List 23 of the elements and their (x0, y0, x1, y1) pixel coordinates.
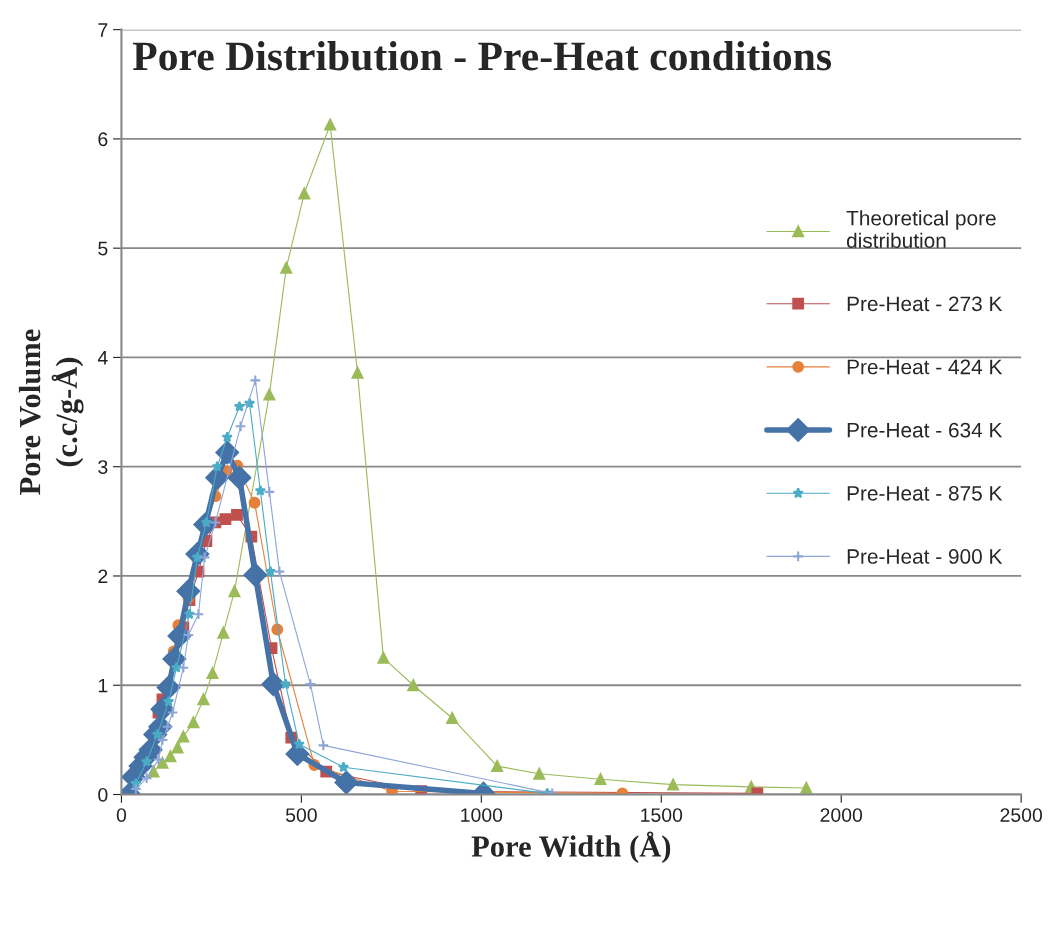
y-tick-label: 0 (98, 787, 108, 802)
legend-label: Pre-Heat - 424 K (847, 359, 1003, 375)
x-axis-title: Pore Width (Å) (471, 831, 671, 864)
y-tick-label: 5 (98, 241, 108, 256)
legend-label: Theoretical pore distribution (846, 210, 996, 249)
x-tick-label: 1500 (641, 808, 683, 822)
legend-label: Pre-Heat - 875 K (847, 485, 1003, 501)
legend-label: Pre-Heat - 900 K (847, 549, 1003, 564)
y-tick-label: 6 (98, 132, 108, 147)
chart-title: Pore Distribution - Pre-Heat conditions (132, 41, 832, 71)
x-tick-label: 1000 (461, 808, 503, 822)
x-tick-label: 0 (116, 808, 127, 822)
x-tick-label: 2000 (820, 808, 863, 822)
legend-label: Pre-Heat - 273 K (847, 296, 1003, 312)
x-tick-label: 500 (285, 808, 317, 822)
y-tick-label: 4 (97, 351, 108, 365)
x-tick-label: 2500 (1000, 808, 1043, 822)
y-tick-label: 3 (98, 460, 108, 474)
y-tick-label: 2 (98, 569, 108, 584)
legend-label: Pre-Heat - 634 K (847, 422, 1003, 438)
y-tick-label: 1 (98, 678, 108, 693)
y-tick-label: 7 (98, 23, 108, 37)
y-axis-title: Pore Volume (c.c/g-Å) (18, 329, 84, 495)
